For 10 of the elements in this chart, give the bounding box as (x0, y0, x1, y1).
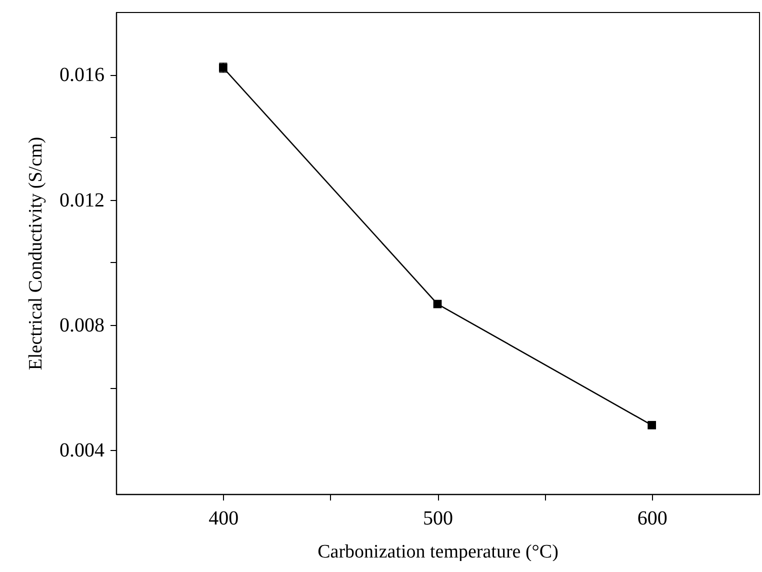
x-tick-label: 400 (208, 508, 239, 530)
y-tick-label: 0.012 (60, 189, 104, 212)
x-tick-label: 500 (423, 508, 453, 530)
point (433, 300, 442, 308)
y-tick-label: 0.004 (60, 440, 104, 462)
x-tick-label: 600 (637, 508, 668, 530)
y-tick-label: 0.016 (60, 64, 104, 86)
y-axis-title: Electrical Conductivity (S/cm) (26, 136, 46, 370)
point (648, 420, 656, 430)
y-tick-label: 0.008 (60, 314, 104, 336)
